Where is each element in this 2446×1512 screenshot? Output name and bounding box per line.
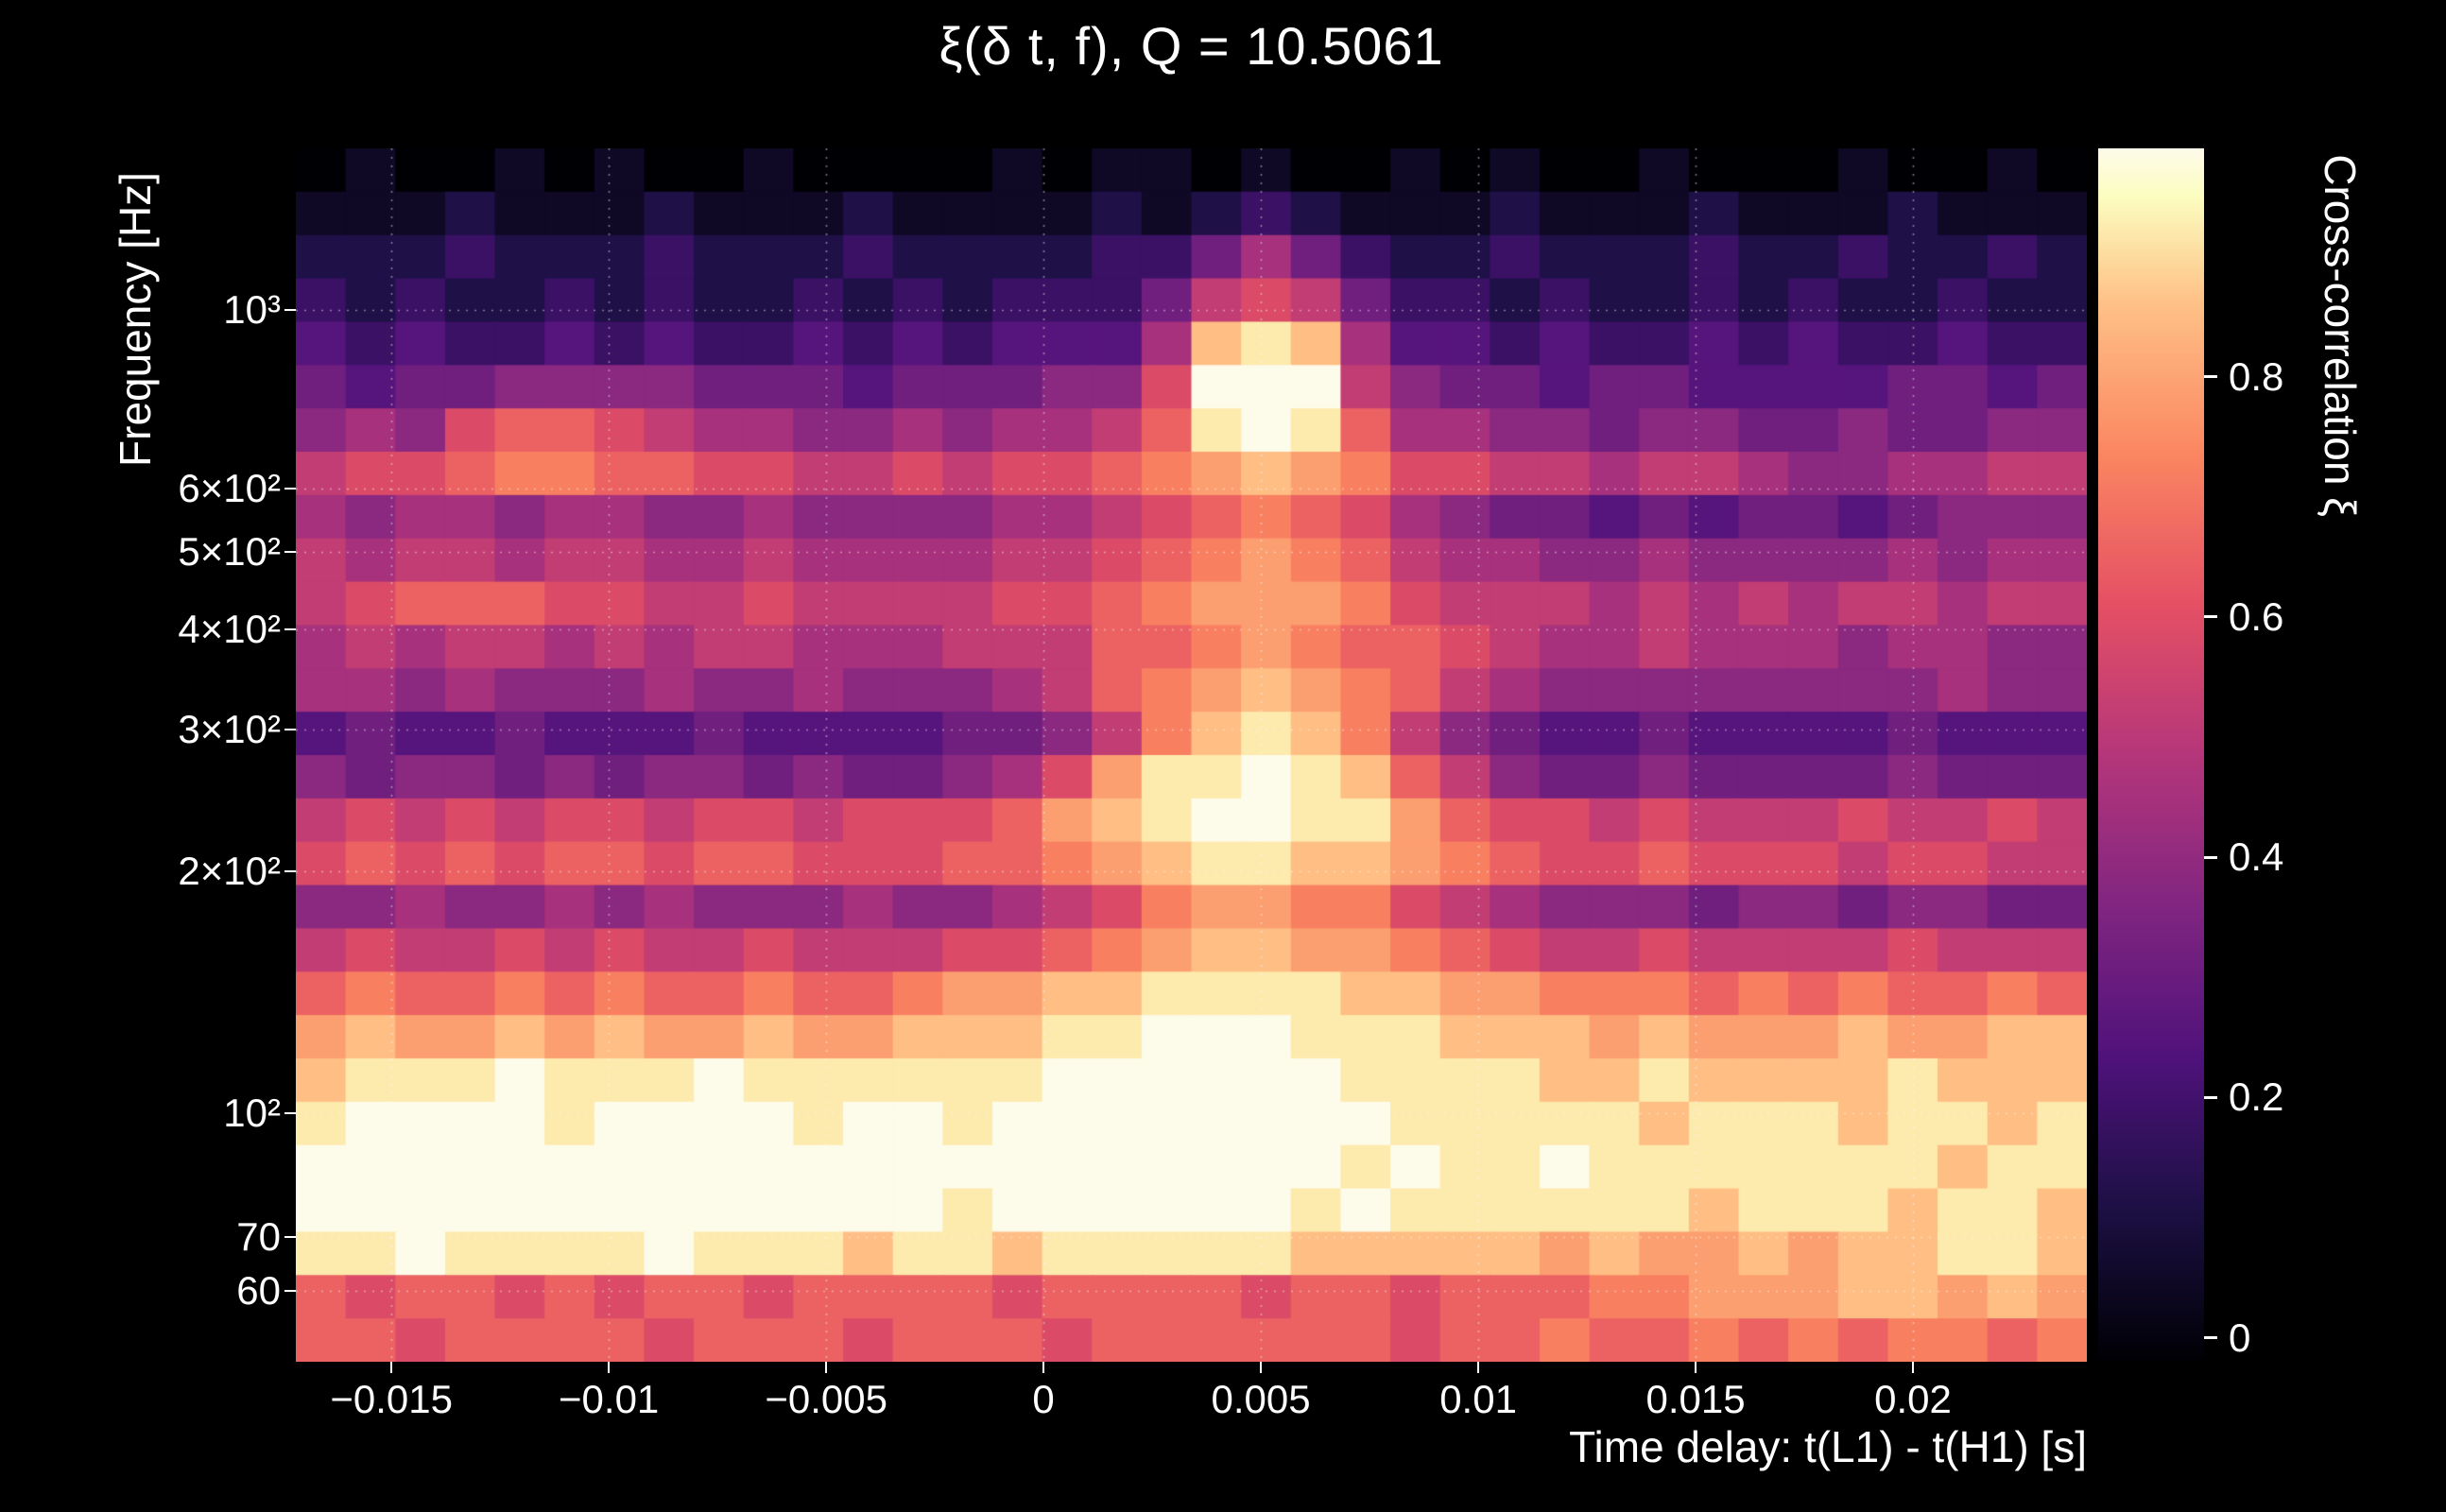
- y-tick-label: 4×10²: [178, 607, 281, 652]
- x-tick-label: −0.005: [765, 1377, 887, 1421]
- y-axis-tick: [284, 1290, 296, 1293]
- colorbar-tick-label: 0: [2229, 1314, 2251, 1360]
- colorbar-tick: [2204, 855, 2217, 859]
- x-tick-label: 0.015: [1645, 1377, 1746, 1421]
- x-axis-tick: [608, 1362, 611, 1373]
- x-tick-label: 0.02: [1874, 1377, 1952, 1421]
- y-axis-tick: [284, 1236, 296, 1239]
- y-axis-tick: [284, 309, 296, 312]
- x-axis-tick: [1042, 1362, 1045, 1373]
- y-axis-tick: [284, 870, 296, 872]
- x-axis-tick: [1477, 1362, 1480, 1373]
- y-tick-label: 10²: [223, 1090, 281, 1135]
- y-axis-tick: [284, 487, 296, 490]
- colorbar-tick: [2204, 375, 2217, 379]
- colorbar-tick: [2204, 1095, 2217, 1099]
- y-tick-label: 5×10²: [178, 528, 281, 574]
- colorbar-tick-label: 0.2: [2229, 1074, 2284, 1120]
- y-tick-label: 3×10²: [178, 707, 281, 752]
- y-tick-label: 10³: [223, 287, 281, 333]
- colorbar-tick: [2204, 1336, 2217, 1340]
- y-tick-label: 6×10²: [178, 465, 281, 510]
- y-tick-label: 2×10²: [178, 849, 281, 893]
- x-axis-tick: [825, 1362, 828, 1373]
- y-tick-label: 60: [236, 1268, 281, 1314]
- y-axis-tick: [284, 550, 296, 553]
- x-tick-label: 0.01: [1439, 1377, 1517, 1421]
- plot-title: ξ(δ t, f), Q = 10.5061: [939, 16, 1444, 76]
- colorbar: [2098, 148, 2204, 1362]
- x-axis-tick: [390, 1362, 393, 1373]
- x-tick-label: −0.01: [559, 1377, 660, 1421]
- y-axis-tick: [284, 729, 296, 731]
- colorbar-tick: [2204, 615, 2217, 619]
- heatmap-canvas: [296, 148, 2087, 1362]
- x-axis-tick: [1260, 1362, 1263, 1373]
- y-axis-tick: [284, 628, 296, 631]
- x-axis-tick: [1912, 1362, 1915, 1373]
- colorbar-tick-label: 0.4: [2229, 834, 2284, 880]
- colorbar-tick-label: 0.6: [2229, 593, 2284, 639]
- x-axis-tick: [1695, 1362, 1697, 1373]
- x-tick-label: 0.005: [1211, 1377, 1311, 1421]
- x-axis-label: Time delay: t(L1) - t(H1) [s]: [1569, 1422, 2087, 1471]
- colorbar-tick-label: 0.8: [2229, 353, 2284, 399]
- y-axis-tick: [284, 1111, 296, 1114]
- y-tick-label: 70: [236, 1214, 281, 1260]
- x-tick-label: 0: [1032, 1377, 1055, 1421]
- colorbar-label: Cross-correlation ξ: [2316, 154, 2365, 517]
- x-tick-label: −0.015: [330, 1377, 453, 1421]
